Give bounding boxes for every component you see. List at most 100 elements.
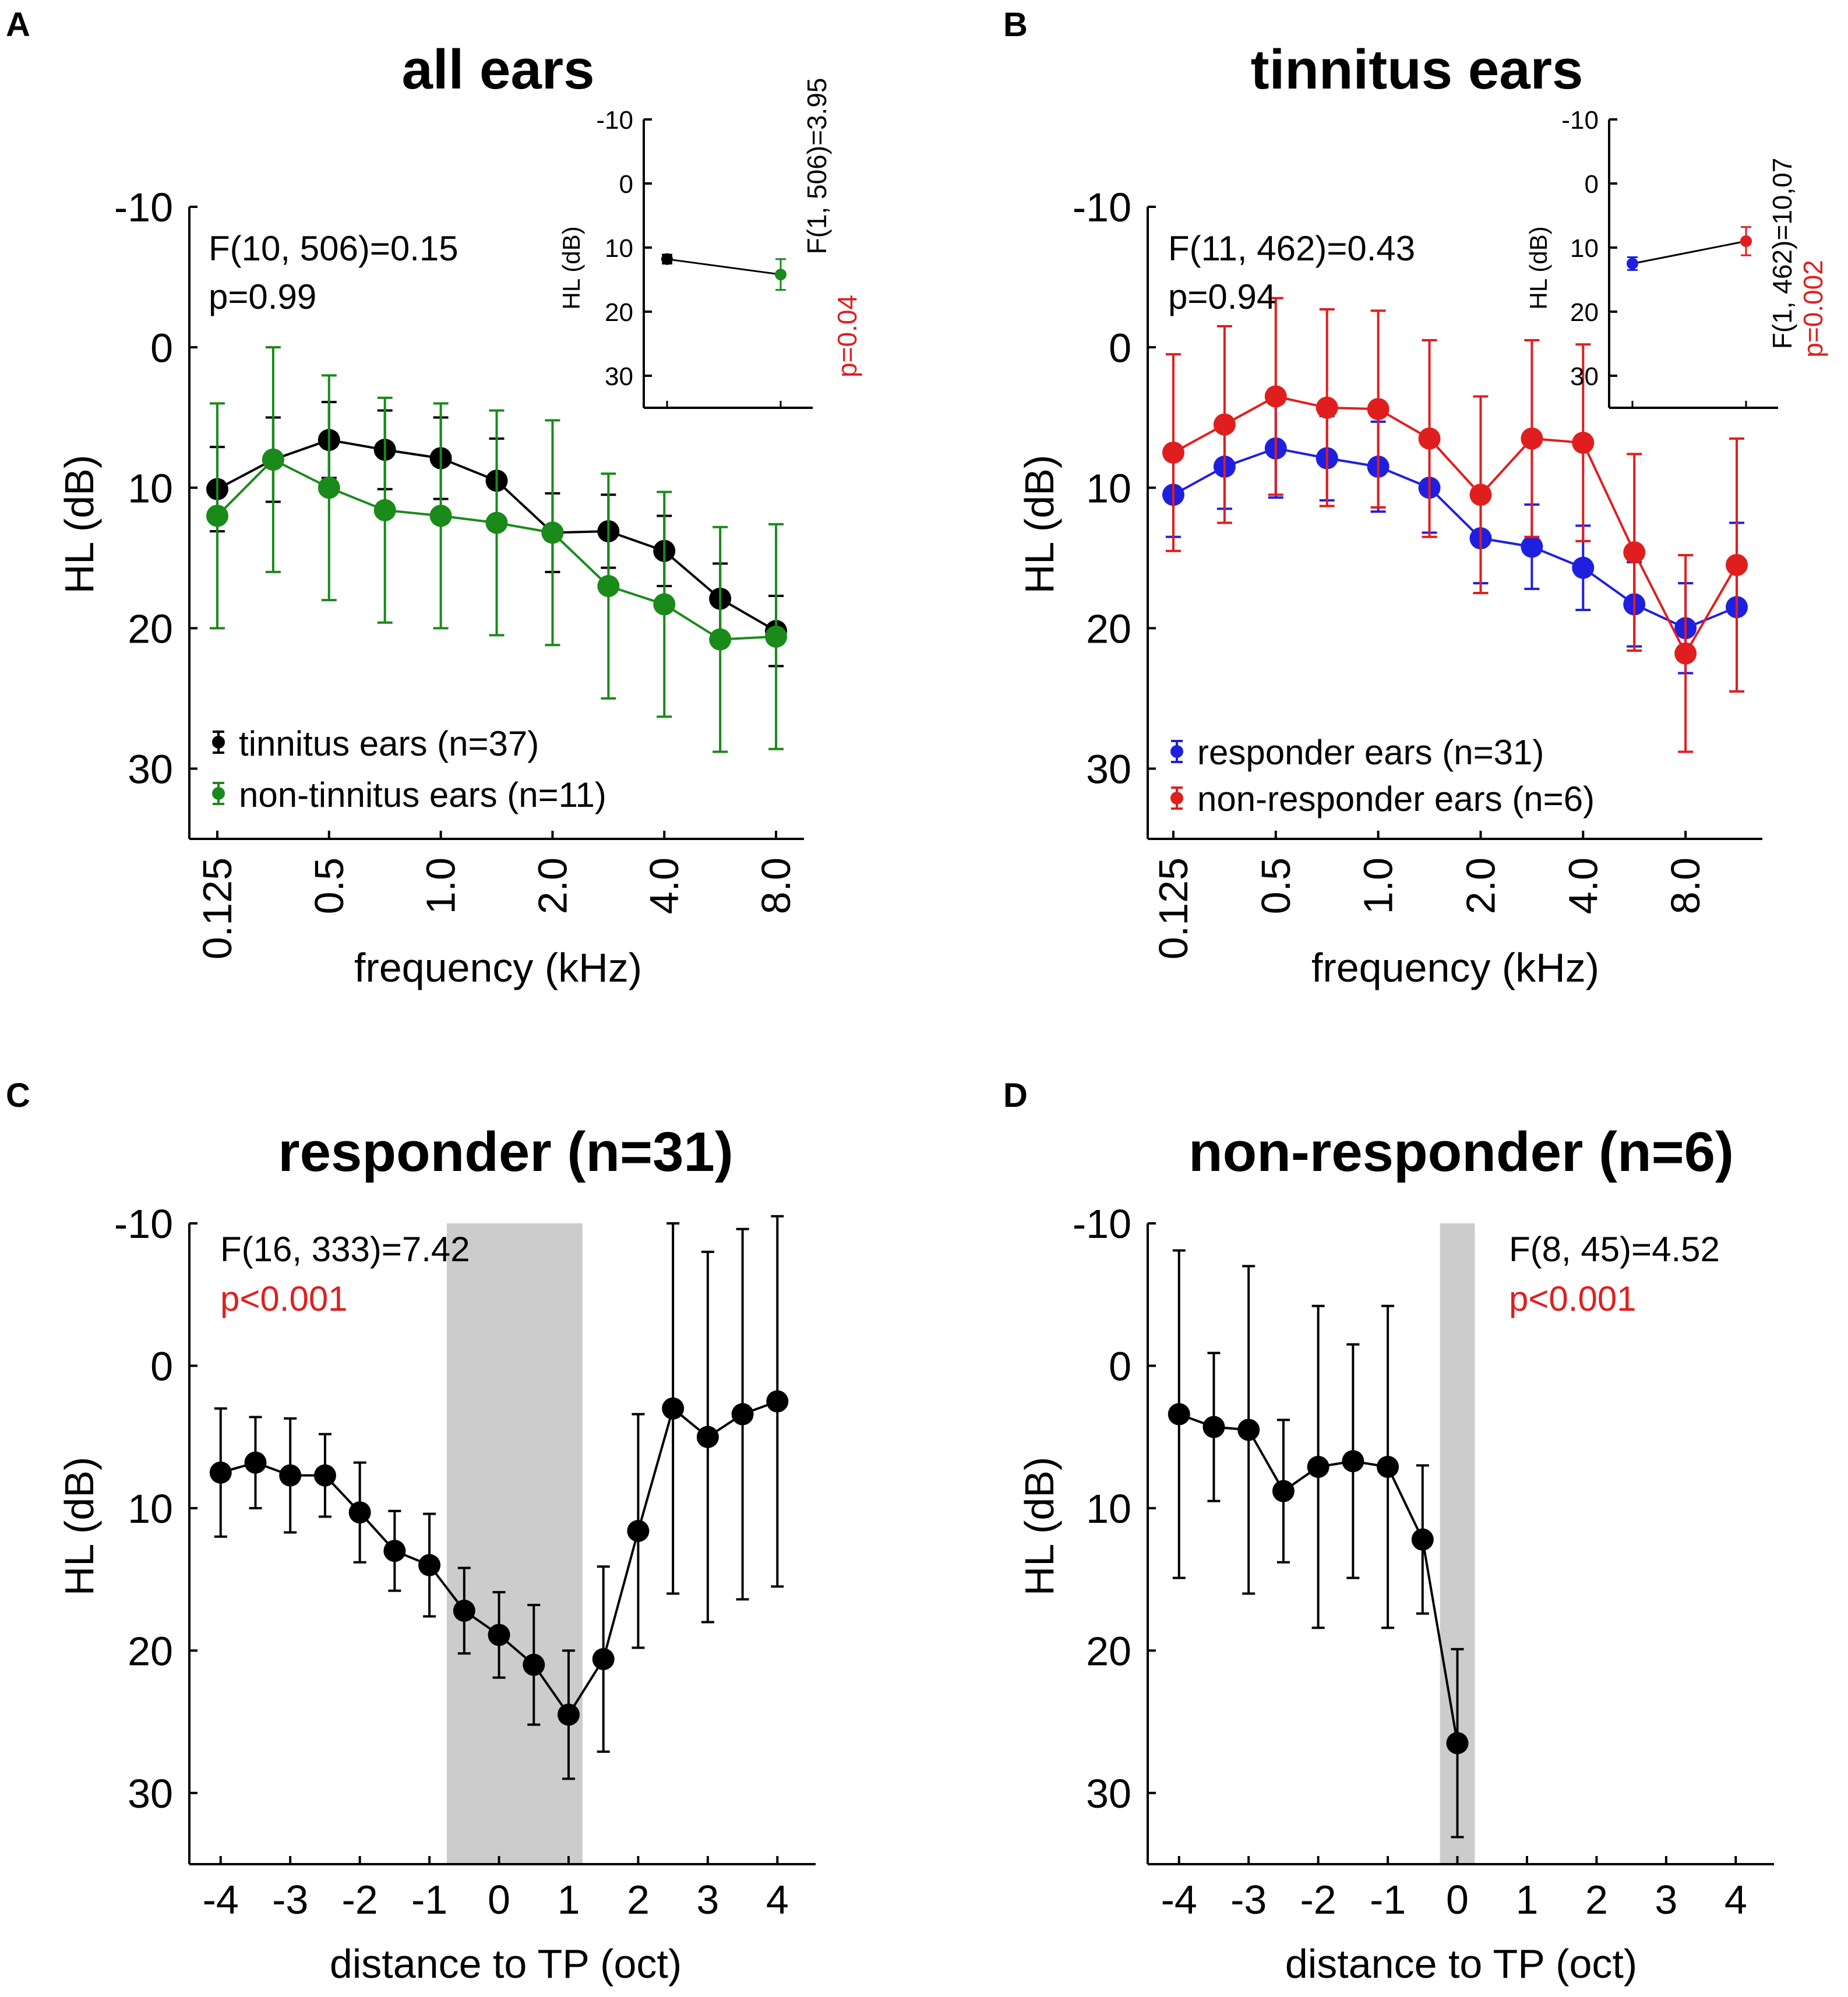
x-tick-label: -1 — [411, 1877, 447, 1922]
x-axis-label: frequency (kHz) — [1311, 945, 1599, 990]
data-point — [662, 1397, 685, 1420]
x-tick-label: 2.0 — [530, 858, 575, 914]
legend: tinnitus ears (n=37) non-tinnitus ears (… — [212, 724, 606, 814]
x-tick-label: 0 — [1446, 1877, 1469, 1922]
data-point — [661, 253, 673, 265]
y-tick-label: 0 — [1109, 325, 1131, 371]
data-point — [1411, 1528, 1434, 1551]
data-point — [418, 1554, 441, 1576]
data-point — [313, 1464, 336, 1487]
panel-title: non-responder (n=6) — [1188, 1121, 1734, 1183]
data-point — [244, 1451, 267, 1474]
x-tick-label: 0.5 — [1253, 858, 1299, 914]
inset-stat: F(1, 506)=3.95 — [802, 77, 832, 254]
x-tick-label: 1.0 — [1356, 858, 1401, 914]
data-point — [1168, 1403, 1190, 1426]
y-tick-label: -10 — [114, 1201, 173, 1247]
y-tick-label: 20 — [128, 1629, 173, 1674]
x-tick-label: 0 — [488, 1877, 510, 1922]
data-point — [1572, 432, 1595, 454]
y-tick-label: 30 — [128, 1771, 173, 1816]
x-tick-label: 3 — [696, 1877, 719, 1922]
inset-y-label: HL (dB) — [1525, 226, 1552, 309]
y-tick-label: 10 — [1086, 465, 1131, 511]
y-tick-label: 20 — [1086, 1629, 1131, 1674]
data-point — [373, 499, 396, 521]
data-point — [557, 1703, 580, 1726]
stat-f: F(16, 333)=7.42 — [220, 1230, 470, 1269]
panel-b: B tinnitus ears -10 0 10 20 30 0.125 0.5 1.0 2.0… — [1003, 6, 1828, 990]
y-tick-label: 30 — [605, 362, 633, 391]
data-point — [696, 1426, 719, 1448]
x-tick-label: 0.125 — [195, 858, 240, 959]
data-point — [597, 575, 620, 597]
panel-letter: B — [1003, 6, 1028, 44]
data-point — [1213, 413, 1236, 436]
data-point — [709, 628, 732, 651]
data-point — [1726, 553, 1748, 576]
legend: responder ears (n=31) non-responder ears… — [1170, 733, 1595, 818]
x-tick-label: 1 — [558, 1877, 580, 1922]
x-tick-label: -4 — [1161, 1877, 1197, 1922]
data-point — [1521, 535, 1543, 558]
stat-f: F(8, 45)=4.52 — [1509, 1230, 1720, 1269]
legend-marker — [212, 787, 225, 800]
x-tick-label: -3 — [272, 1877, 308, 1922]
tp-shaded-region — [446, 1223, 583, 1864]
inset: -10 0 10 20 30 — [1561, 106, 1778, 409]
data-point — [1264, 385, 1287, 408]
stat-p: p=0.99 — [209, 277, 316, 316]
data-point — [1674, 642, 1697, 665]
y-tick-label: 20 — [128, 606, 173, 652]
panel-letter: D — [1003, 1077, 1028, 1114]
data-point — [653, 593, 676, 616]
data-point — [1367, 398, 1389, 421]
x-tick-label: 3 — [1655, 1877, 1677, 1922]
y-axis-label: HL (dB) — [1017, 1457, 1062, 1596]
data-point — [429, 504, 452, 527]
y-tick-label: -10 — [1561, 106, 1599, 135]
y-tick-label: -10 — [1073, 1201, 1131, 1247]
data-point — [775, 269, 787, 281]
y-tick-label: 0 — [1585, 170, 1599, 199]
y-tick-label: 10 — [1570, 234, 1599, 263]
x-tick-label: -2 — [1300, 1877, 1336, 1922]
data-point — [541, 521, 564, 544]
x-axis-label: distance to TP (oct) — [330, 1941, 682, 1987]
legend-label: non-responder ears (n=6) — [1197, 779, 1595, 818]
x-tick-label: 4.0 — [1560, 858, 1606, 914]
data-point — [1307, 1456, 1329, 1478]
x-axis-label: distance to TP (oct) — [1285, 1941, 1637, 1987]
inset-p: p=0.002 — [1798, 260, 1828, 358]
stat-f: F(11, 462)=0.43 — [1168, 229, 1415, 268]
x-tick-label: -1 — [1370, 1877, 1406, 1922]
y-tick-label: 10 — [128, 465, 173, 511]
data-point — [383, 1540, 406, 1562]
y-tick-label: -10 — [1073, 185, 1131, 230]
data-point — [485, 511, 508, 534]
y-tick-label: 10 — [605, 234, 633, 263]
stat-p: p<0.001 — [220, 1279, 348, 1318]
data-point — [765, 625, 788, 648]
y-tick-label: 30 — [1086, 747, 1131, 792]
stat-p: p=0.94 — [1168, 277, 1276, 316]
x-tick-label: 8.0 — [753, 858, 799, 914]
y-tick-label: 20 — [1086, 606, 1131, 652]
x-tick-label: 8.0 — [1663, 858, 1708, 914]
inset-y-label: HL (dB) — [558, 226, 585, 309]
y-tick-label: -10 — [114, 185, 173, 230]
data-point — [731, 1403, 754, 1426]
stat-p: p<0.001 — [1509, 1279, 1637, 1318]
data-point — [1237, 1419, 1260, 1441]
legend-label: non-tinnitus ears (n=11) — [239, 775, 606, 814]
panel-letter: C — [6, 1077, 30, 1114]
data-point — [1316, 396, 1338, 419]
x-tick-label: 4 — [1724, 1877, 1747, 1922]
data-point — [279, 1464, 302, 1487]
x-tick-label: -3 — [1230, 1877, 1267, 1922]
data-point — [453, 1599, 475, 1622]
